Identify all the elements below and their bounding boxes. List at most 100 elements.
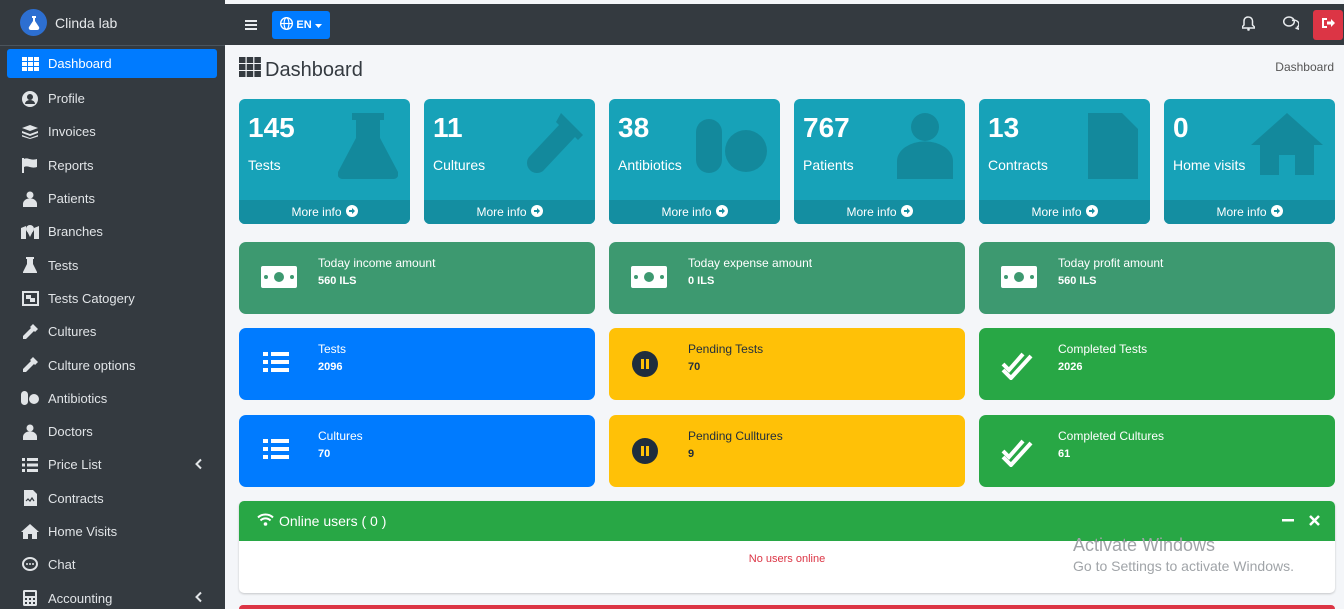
online-users-card: Online users ( 0 ) No users online [239,501,1335,593]
user-md-icon [21,424,39,440]
sidebar-item-tests-category[interactable]: Tests Catogery [7,282,217,315]
more-info-label: More info [661,205,712,219]
list-icon [261,437,291,466]
info-title: Pending Tests [688,342,764,356]
stat-box-cultures: 11 Cultures More info [424,99,595,224]
page-title: Dashboard [239,57,363,83]
object-group-icon [21,290,39,306]
more-info-label: More info [1031,205,1082,219]
arrow-circle-right-icon [1085,204,1098,220]
user-injured-icon [897,113,953,184]
sidebar-item-patients[interactable]: Patients [7,182,217,215]
sidebar-item-label: Culture options [48,357,136,373]
info-box-cultures: Cultures 70 [239,415,595,487]
more-info-link[interactable]: More info [794,200,965,224]
sidebar-item-profile[interactable]: Profile [7,82,217,115]
info-value: 70 [318,448,331,460]
eye-dropper-icon [21,357,39,373]
brand-name: Clinda lab [55,14,118,31]
stat-value: 11 [433,112,463,143]
sidebar-nav: Dashboard Profile Invoices Reports Patie… [0,46,225,609]
home-icon [1251,113,1323,180]
lab-logo-icon [20,9,47,36]
more-info-link[interactable]: More info [239,200,410,224]
sidebar-item-dashboard[interactable]: Dashboard [7,49,217,78]
sidebar-item-reports[interactable]: Reports [7,149,217,182]
minus-icon[interactable] [1282,513,1294,531]
stat-label: Tests [248,157,281,173]
info-value: 2096 [318,361,343,373]
sidebar-item-tests[interactable]: Tests [7,248,217,281]
bell-icon[interactable] [1241,16,1256,36]
logout-button[interactable] [1313,10,1343,40]
layers-icon [21,124,39,140]
sidebar-item-label: Contracts [48,490,104,506]
stat-value: 145 [248,112,295,143]
sidebar-item-doctors[interactable]: Doctors [7,415,217,448]
sidebar-item-home-visits[interactable]: Home Visits [7,515,217,548]
flask-icon [337,113,399,184]
info-box-pending-tests: Pending Tests 70 [609,328,965,400]
info-box-completed-tests: Completed Tests 2026 [979,328,1335,400]
info-title: Cultures [318,429,363,443]
grid-icon [21,56,39,72]
sidebar-item-price-list[interactable]: Price List [7,448,217,481]
info-value: 560 ILS [318,275,357,287]
sidebar-item-label: Patients [48,191,95,207]
sidebar-item-invoices[interactable]: Invoices [7,115,217,148]
stat-box-tests: 145 Tests More info [239,99,410,224]
brand-link[interactable]: Clinda lab [0,0,225,46]
arrow-circle-right-icon [530,204,543,220]
language-dropdown-button[interactable]: EN [272,11,330,39]
stat-value: 38 [618,112,650,143]
file-contract-icon [21,490,39,507]
home-icon [21,524,39,540]
more-info-link[interactable]: More info [1164,200,1335,224]
sidebar-item-chat[interactable]: Chat [7,548,217,581]
info-value: 2026 [1058,361,1083,373]
more-info-link[interactable]: More info [424,200,595,224]
next-card-top-edge [239,605,1335,609]
stat-box-contracts: 13 Contracts More info [979,99,1150,224]
stat-value: 767 [803,112,850,143]
more-info-link[interactable]: More info [609,200,780,224]
stat-label: Contracts [988,157,1048,173]
info-title: Completed Cultures [1058,429,1165,443]
info-box-pending-cultures: Pending Culltures 9 [609,415,965,487]
money-bill-icon [1001,264,1037,295]
page-title-text: Dashboard [265,58,363,81]
stat-label: Home visits [1173,157,1246,173]
sidebar-item-label: Tests [48,257,79,273]
stat-box-patients: 767 Patients More info [794,99,965,224]
close-icon[interactable] [1309,513,1320,531]
comments-icon[interactable] [1282,16,1300,35]
sidebar-item-label: Accounting [48,590,113,606]
more-info-label: More info [1216,205,1267,219]
stat-label: Cultures [433,157,486,173]
stat-box-antibiotics: 38 Antibiotics More info [609,99,780,224]
sidebar-item-label: Antibiotics [48,390,108,406]
money-bill-icon [631,264,667,295]
more-info-label: More info [476,205,527,219]
file-contract-icon [1088,113,1138,184]
info-title: Today income amount [318,256,436,270]
sidebar-item-label: Chat [48,557,76,573]
info-value: 560 ILS [1058,275,1097,287]
sidebar-item-cultures[interactable]: Cultures [7,315,217,348]
stat-value: 0 [1173,112,1189,143]
calculator-icon [21,590,39,607]
sidebar-item-culture-options[interactable]: Culture options [7,348,217,381]
sidebar-item-antibiotics[interactable]: Antibiotics [7,382,217,415]
check-double-icon [1001,437,1033,472]
more-info-link[interactable]: More info [979,200,1150,224]
info-box-completed-cultures: Completed Cultures 61 [979,415,1335,487]
stat-label: Patients [803,157,854,173]
sidebar-item-branches[interactable]: Branches [7,215,217,248]
info-title: Today expense amount [688,256,813,270]
sidebar-item-label: Price List [48,457,102,473]
sidebar-item-accounting[interactable]: Accounting [7,581,217,609]
sidebar-item-contracts[interactable]: Contracts [7,482,217,515]
info-box-expense: Today expense amount 0 ILS [609,242,965,314]
hamburger-menu-icon[interactable] [245,17,257,35]
